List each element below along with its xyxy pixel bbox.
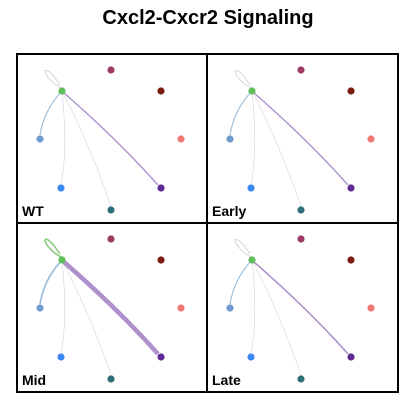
node-4 <box>157 353 165 361</box>
edge-to-purple <box>63 92 159 186</box>
panel-label-mid: Mid <box>22 372 47 388</box>
node-4 <box>157 184 165 192</box>
node-0 <box>58 256 66 264</box>
node-6 <box>57 184 65 192</box>
edge-self-loop <box>234 239 252 258</box>
edge-self-loop <box>44 70 62 89</box>
node-3 <box>367 304 375 312</box>
node-5 <box>107 206 115 214</box>
node-2 <box>347 87 355 95</box>
edge-faint <box>61 259 112 376</box>
node-3 <box>177 135 185 143</box>
edge-to-purple <box>253 261 349 355</box>
edge-to-purple <box>253 92 349 186</box>
panel-grid: WT Early Mid Late <box>16 53 399 393</box>
node-6 <box>247 353 255 361</box>
node-7 <box>36 304 44 312</box>
panel-mid: Mid <box>18 224 207 391</box>
node-5 <box>107 375 115 383</box>
node-6 <box>247 184 255 192</box>
node-7 <box>36 135 44 143</box>
edge-faint <box>61 90 112 207</box>
node-5 <box>297 375 305 383</box>
network-early <box>226 66 375 214</box>
node-2 <box>157 256 165 264</box>
node-4 <box>347 184 355 192</box>
edge-to-purple <box>62 260 160 356</box>
network-wt <box>36 66 185 214</box>
node-2 <box>347 256 355 264</box>
node-1 <box>107 66 115 74</box>
node-0 <box>58 87 66 95</box>
node-1 <box>297 66 305 74</box>
edge-faint <box>60 259 66 354</box>
edge-to-blue <box>39 259 63 305</box>
panel-early: Early <box>208 55 397 222</box>
node-7 <box>226 304 234 312</box>
edge-faint <box>250 90 256 185</box>
node-2 <box>157 87 165 95</box>
panel-label-early: Early <box>212 203 247 219</box>
network-mid <box>36 235 185 383</box>
edge-faint <box>251 259 302 376</box>
panel-divider-horizontal <box>18 222 397 224</box>
panel-label-late: Late <box>212 372 241 388</box>
node-0 <box>248 87 256 95</box>
node-1 <box>107 235 115 243</box>
edge-faint <box>60 90 66 185</box>
edge-to-blue <box>39 90 63 136</box>
edge-self-loop <box>44 238 62 258</box>
edge-to-blue <box>229 259 253 305</box>
edge-self-loop <box>234 70 252 89</box>
panel-wt: WT <box>18 55 207 222</box>
node-5 <box>297 206 305 214</box>
edge-to-blue <box>229 90 253 136</box>
edge-faint <box>251 90 302 207</box>
node-3 <box>177 304 185 312</box>
panel-label-wt: WT <box>22 203 44 219</box>
node-1 <box>297 235 305 243</box>
panel-late: Late <box>208 224 397 391</box>
node-3 <box>367 135 375 143</box>
node-6 <box>57 353 65 361</box>
node-0 <box>248 256 256 264</box>
node-4 <box>347 353 355 361</box>
edge-faint <box>250 259 256 354</box>
node-7 <box>226 135 234 143</box>
chart-title: Cxcl2-Cxcr2 Signaling <box>102 7 314 29</box>
network-late <box>226 235 375 383</box>
